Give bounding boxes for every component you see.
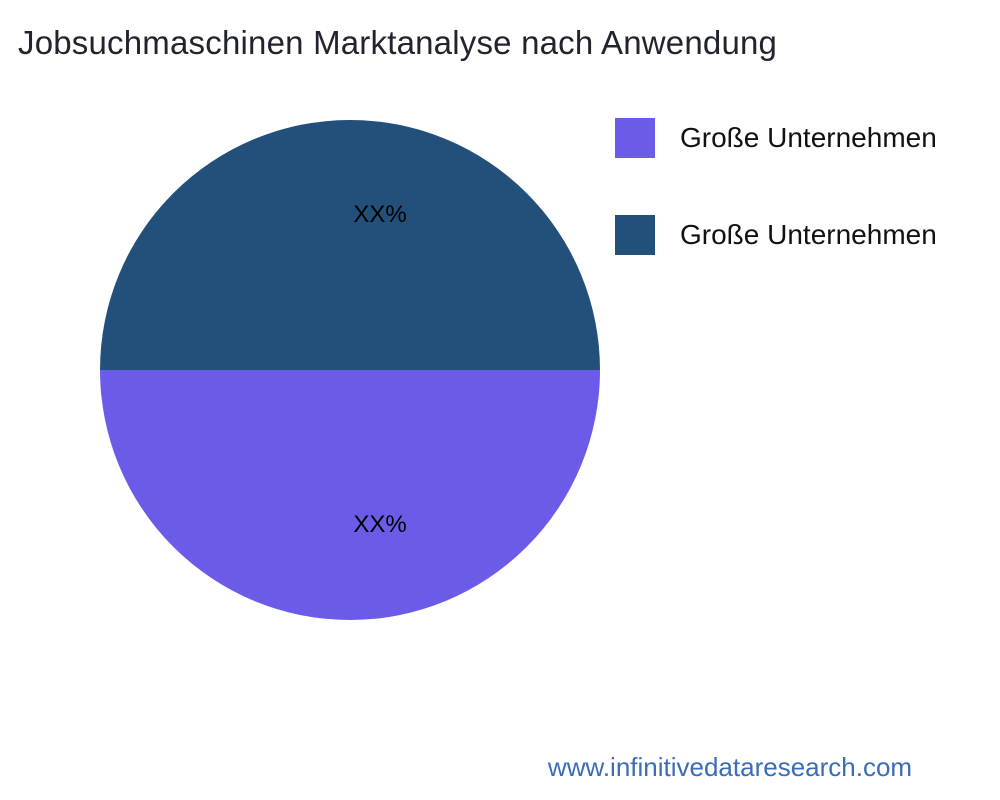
legend-swatch <box>615 118 655 158</box>
legend-item: Große Unternehmen <box>615 215 937 255</box>
pie-slice-label: XX% <box>353 511 407 538</box>
pie-slice-label: XX% <box>353 201 407 228</box>
pie-chart: XX% XX% <box>100 120 600 620</box>
legend-item: Große Unternehmen <box>615 118 937 158</box>
legend-label: Große Unternehmen <box>680 219 937 250</box>
chart-title: Jobsuchmaschinen Marktanalyse nach Anwen… <box>18 24 778 61</box>
legend: Große Unternehmen Große Unternehmen <box>615 118 937 255</box>
legend-label: Große Unternehmen <box>680 122 937 153</box>
website-link[interactable]: www.infinitivedataresearch.com <box>547 752 913 782</box>
pie <box>100 120 600 620</box>
legend-swatch <box>615 215 655 255</box>
